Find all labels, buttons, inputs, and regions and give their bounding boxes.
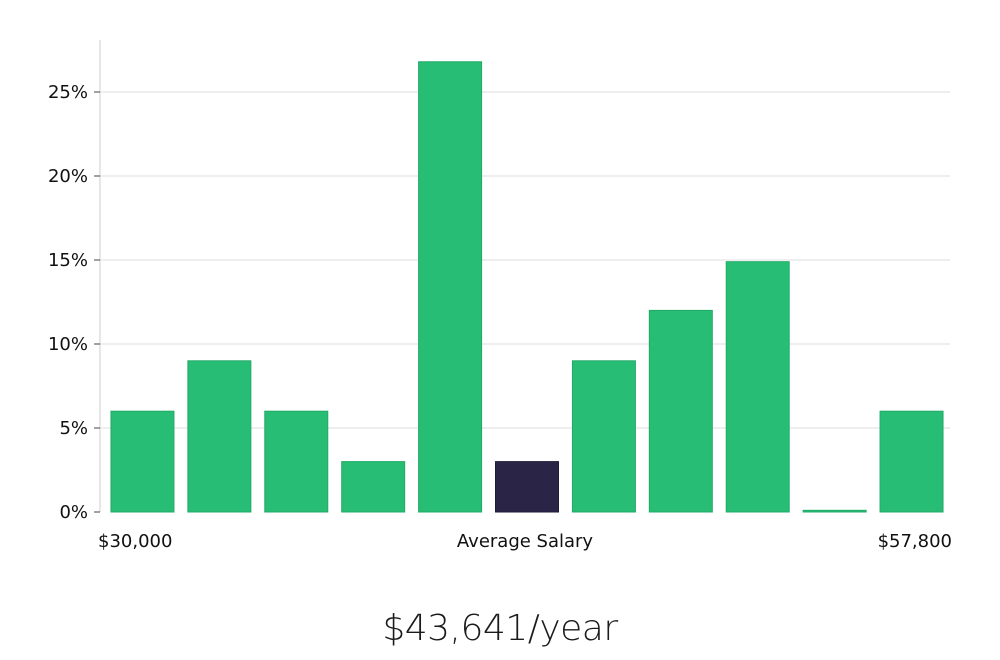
x-min-label: $30,000: [98, 531, 172, 552]
y-tick-label-15: 15%: [48, 250, 88, 271]
bar-3: [341, 461, 406, 513]
bar-0: [110, 410, 175, 513]
x-max-label: $57,800: [878, 531, 952, 552]
bars: [110, 61, 944, 513]
bar-highlighted-5: [495, 461, 559, 513]
gridlines: [100, 91, 950, 429]
bar-1: [187, 360, 252, 513]
y-tick-label-20: 20%: [48, 166, 88, 187]
y-tick-label-5: 5%: [59, 418, 88, 439]
y-tick-labels: 0% 5% 10% 15% 20% 25%: [48, 82, 100, 523]
bar-4: [418, 61, 483, 513]
salary-histogram: 0%5%10%15%20%25% $30,000 Average Salary …: [48, 40, 952, 552]
bar-8: [725, 261, 790, 513]
bar-7: [648, 309, 713, 513]
average-salary-value: $43,641/year: [382, 608, 618, 649]
bar-6: [571, 360, 636, 513]
y-tick-label-0: 0%: [59, 502, 88, 523]
bar-10: [879, 410, 944, 513]
y-tick-label-25: 25%: [48, 82, 88, 103]
bar-2: [264, 410, 329, 513]
x-axis-title: Average Salary: [457, 531, 594, 552]
bar-9: [802, 509, 867, 513]
y-tick-label-10: 10%: [48, 334, 88, 355]
